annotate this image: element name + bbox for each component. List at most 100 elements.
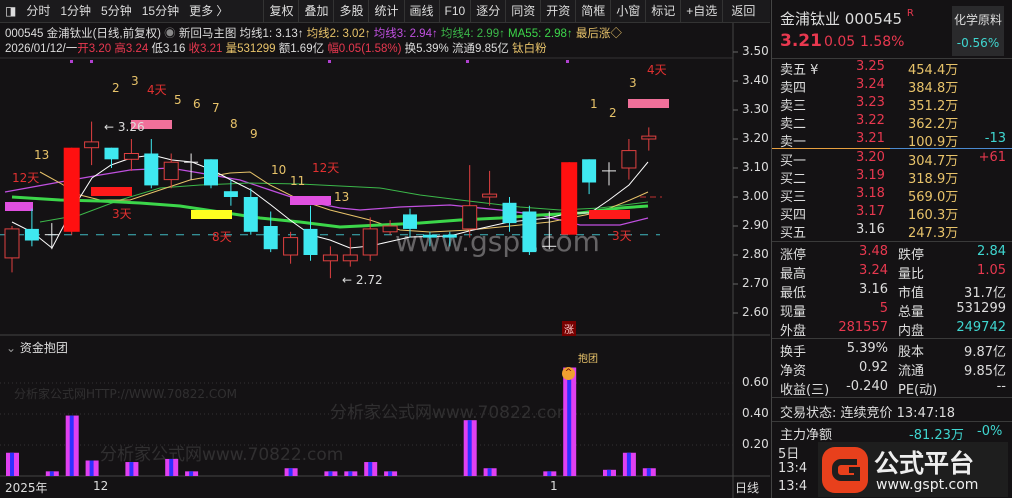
stat-row[interactable]: 涨停 3.48 跌停 2.84 xyxy=(780,244,1006,263)
high: 高3.24 xyxy=(114,43,149,55)
fund-bar-core xyxy=(328,471,333,476)
fund-bar-core xyxy=(288,468,293,476)
period-intraday[interactable]: 分时 xyxy=(26,3,51,18)
period-5min[interactable]: 5分钟 xyxy=(101,3,132,18)
btn-mini-window[interactable]: 小窗 xyxy=(610,0,645,22)
cell: 量比 xyxy=(898,267,925,282)
btn-f10[interactable]: F10 xyxy=(438,0,471,22)
turnover: 换5.39% xyxy=(404,43,449,55)
stat-row[interactable]: 换手 5.39% 股本 9.87亿 xyxy=(780,341,1006,360)
ma4-value: 均线4: 2.99↑ xyxy=(440,28,505,40)
cell: 跌停 xyxy=(898,248,925,263)
btn-open-fund[interactable]: 开资 xyxy=(540,0,575,22)
fund-bar-core xyxy=(547,471,552,476)
last-rise: 最后涨◇ xyxy=(575,28,622,40)
template-name[interactable]: 新回马主图 xyxy=(178,28,237,40)
template-icon[interactable]: ◉ xyxy=(164,28,176,40)
cell: 换手 xyxy=(780,345,807,360)
ask-row[interactable]: 卖四 3.24 384.8万 xyxy=(780,77,1006,96)
y-tick-label: 2.90 xyxy=(742,218,769,232)
cell: 281557 xyxy=(838,320,888,335)
btn-multi[interactable]: 多股 xyxy=(333,0,368,22)
btn-add-watch[interactable]: +自选 xyxy=(680,0,722,22)
fund-bar-core xyxy=(49,471,54,476)
candle-body xyxy=(342,254,358,262)
cell: 买二 xyxy=(780,172,807,187)
btn-tick[interactable]: 逐分 xyxy=(470,0,505,22)
flow-5day: 5日 xyxy=(778,447,800,462)
period-more[interactable]: 更多 〉 xyxy=(189,3,229,18)
bid-row[interactable]: 买四 3.17 160.3万 xyxy=(780,204,1006,223)
bid-row[interactable]: 买二 3.19 318.9万 xyxy=(780,168,1006,187)
stat-row[interactable]: 收益(三) -0.240 PE(动) -- xyxy=(780,379,1006,398)
stat-row[interactable]: 外盘 281557 内盘 249742 xyxy=(780,320,1006,339)
cell: 0.92 xyxy=(859,360,888,375)
sector-box[interactable]: 化学原料 -0.56% xyxy=(952,6,1004,56)
fund-bar-core xyxy=(348,471,353,476)
y-tick-label: 3.40 xyxy=(742,73,769,87)
cell: 3.22 xyxy=(856,113,885,128)
signal-up-icon: ^ xyxy=(562,367,575,380)
ask-row[interactable]: 卖二 3.22 362.2万 xyxy=(780,113,1006,132)
cell: 3.21 xyxy=(856,131,885,146)
cell: 5 xyxy=(879,301,888,316)
btn-same-fund[interactable]: 同资 xyxy=(505,0,540,22)
stat-row[interactable]: 最高 3.24 量比 1.05 xyxy=(780,263,1006,282)
cell: 31.7亿 xyxy=(964,286,1006,301)
btn-draw[interactable]: 画线 xyxy=(403,0,439,22)
period-1min[interactable]: 1分钟 xyxy=(60,3,92,18)
ma1-value: 均线1: 3.13↑ xyxy=(239,28,304,40)
signal-box xyxy=(290,196,331,205)
quote-panel: 金浦钛业 000545 R 3.21 0.05 1.58% 化学原料 -0.56… xyxy=(771,0,1012,498)
cell: 384.8万 xyxy=(908,81,959,96)
bid-row[interactable]: 买三 3.18 569.0万 xyxy=(780,186,1006,205)
chart-annotation: 3天 xyxy=(612,229,632,243)
cell: PE(动) xyxy=(898,383,938,398)
cell: 247.3万 xyxy=(908,226,959,241)
btn-stats[interactable]: 统计 xyxy=(368,0,403,22)
chart-annotation: 4天 xyxy=(147,83,167,97)
btn-overlay[interactable]: 叠加 xyxy=(298,0,333,22)
open: 开3.20 xyxy=(77,43,112,55)
btn-fuquan[interactable]: 复权 xyxy=(263,0,298,22)
bid-row[interactable]: 买一 3.20 304.7万 +61 xyxy=(780,150,1006,169)
ma1-line xyxy=(11,154,649,249)
chart-annotation: 2 xyxy=(112,81,120,95)
low: 低3.16 xyxy=(151,43,186,55)
ma3-value: 均线3: 2.94↑ xyxy=(373,28,438,40)
cell: 流通 xyxy=(898,364,925,379)
candle-body xyxy=(204,159,218,186)
chevron-down-icon[interactable]: ⌄ xyxy=(6,341,17,355)
chart-annotation: 6 xyxy=(193,97,201,111)
stat-row[interactable]: 现量 5 总量 531299 xyxy=(780,301,1006,320)
ask-row[interactable]: 卖五 ¥ 3.25 454.4万 xyxy=(780,59,1006,78)
cell: 1.05 xyxy=(977,263,1006,278)
panel-toggle-icon[interactable]: ◨ xyxy=(5,3,17,18)
sub-chart-title[interactable]: ⌄ 资金抱团 xyxy=(6,339,68,356)
candle-body xyxy=(621,150,637,169)
signal-box xyxy=(91,187,132,196)
period-15min[interactable]: 15分钟 xyxy=(141,3,180,18)
chart-annotation: 4天 xyxy=(647,63,667,77)
chart-annotation: 3 xyxy=(131,74,139,88)
rise-badge: 涨 xyxy=(562,321,576,336)
cell: 318.9万 xyxy=(908,172,959,187)
sub-y-tick-label: 0.60 xyxy=(742,375,769,389)
chart-annotation: 13 xyxy=(34,148,49,162)
stat-row[interactable]: 最低 3.16 市值 31.7亿 xyxy=(780,282,1006,301)
cell: 市值 xyxy=(898,286,925,301)
ma55-line xyxy=(11,195,649,229)
bid-row[interactable]: 买五 3.16 247.3万 xyxy=(780,222,1006,241)
period-label[interactable]: 日线 xyxy=(735,481,760,495)
btn-simple[interactable]: 简框 xyxy=(575,0,610,22)
stock-code: 000545 xyxy=(5,28,44,40)
btn-back[interactable]: 返回 xyxy=(722,0,763,22)
stat-row[interactable]: 净资 0.92 流通 9.85亿 xyxy=(780,360,1006,379)
btn-mark[interactable]: 标记 xyxy=(645,0,680,22)
cell: 买四 xyxy=(780,208,807,223)
fund-bar-core xyxy=(129,462,134,476)
ask-row[interactable]: 卖一 3.21 100.9万 -13 xyxy=(780,131,1006,150)
ask-row[interactable]: 卖三 3.23 351.2万 xyxy=(780,95,1006,114)
date: 2026/01/12/一 xyxy=(5,43,78,55)
